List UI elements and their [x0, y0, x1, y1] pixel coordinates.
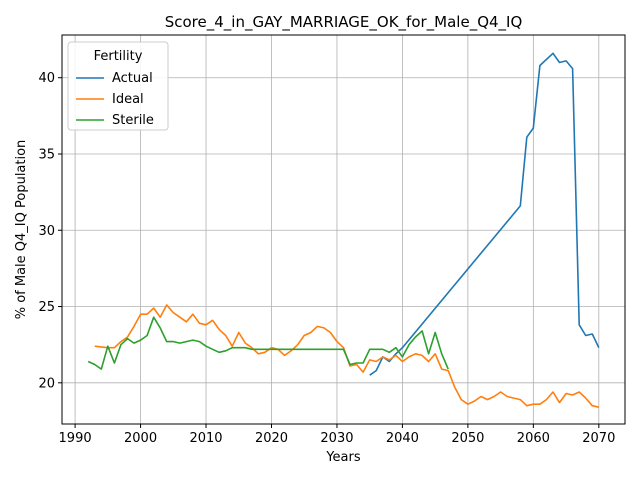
chart-title: Score_4_in_GAY_MARRIAGE_OK_for_Male_Q4_I… — [165, 13, 523, 32]
y-tick-label: 35 — [38, 147, 55, 162]
x-tick-label: 2060 — [517, 431, 550, 446]
series-lines — [87, 52, 600, 408]
legend-label-sterile: Sterile — [112, 113, 154, 128]
x-tick-label: 2030 — [320, 431, 353, 446]
x-tick-label: 2070 — [582, 431, 615, 446]
axis-ticks: 1990 2000 2010 2020 2030 2040 2050 2060 2070 20 25… — [38, 71, 615, 446]
legend-box — [67, 41, 169, 131]
legend: Fertility Actual Ideal Sterile — [67, 41, 169, 131]
legend-label-actual: Actual — [112, 71, 153, 86]
grid — [62, 35, 625, 424]
plot-area-frame — [61, 34, 626, 425]
x-tick-label: 1990 — [59, 431, 92, 446]
y-tick-label: 30 — [38, 224, 55, 239]
legend-label-ideal: Ideal — [112, 92, 144, 107]
y-tick-label: 20 — [38, 376, 55, 391]
series-line-actual — [369, 52, 600, 376]
series-line-sterile — [87, 316, 449, 370]
x-axis-label: Years — [325, 450, 361, 465]
x-tick-label: 2000 — [124, 431, 157, 446]
x-tick-label: 2050 — [451, 431, 484, 446]
y-axis-label: % of Male Q4_IQ Population — [14, 140, 29, 320]
y-tick-label: 40 — [38, 71, 55, 86]
x-tick-label: 2010 — [189, 431, 222, 446]
x-tick-label: 2020 — [255, 431, 288, 446]
series-line-ideal — [94, 304, 599, 408]
x-tick-label: 2040 — [386, 431, 419, 446]
legend-title: Fertility — [94, 49, 143, 64]
y-tick-label: 25 — [38, 300, 55, 315]
